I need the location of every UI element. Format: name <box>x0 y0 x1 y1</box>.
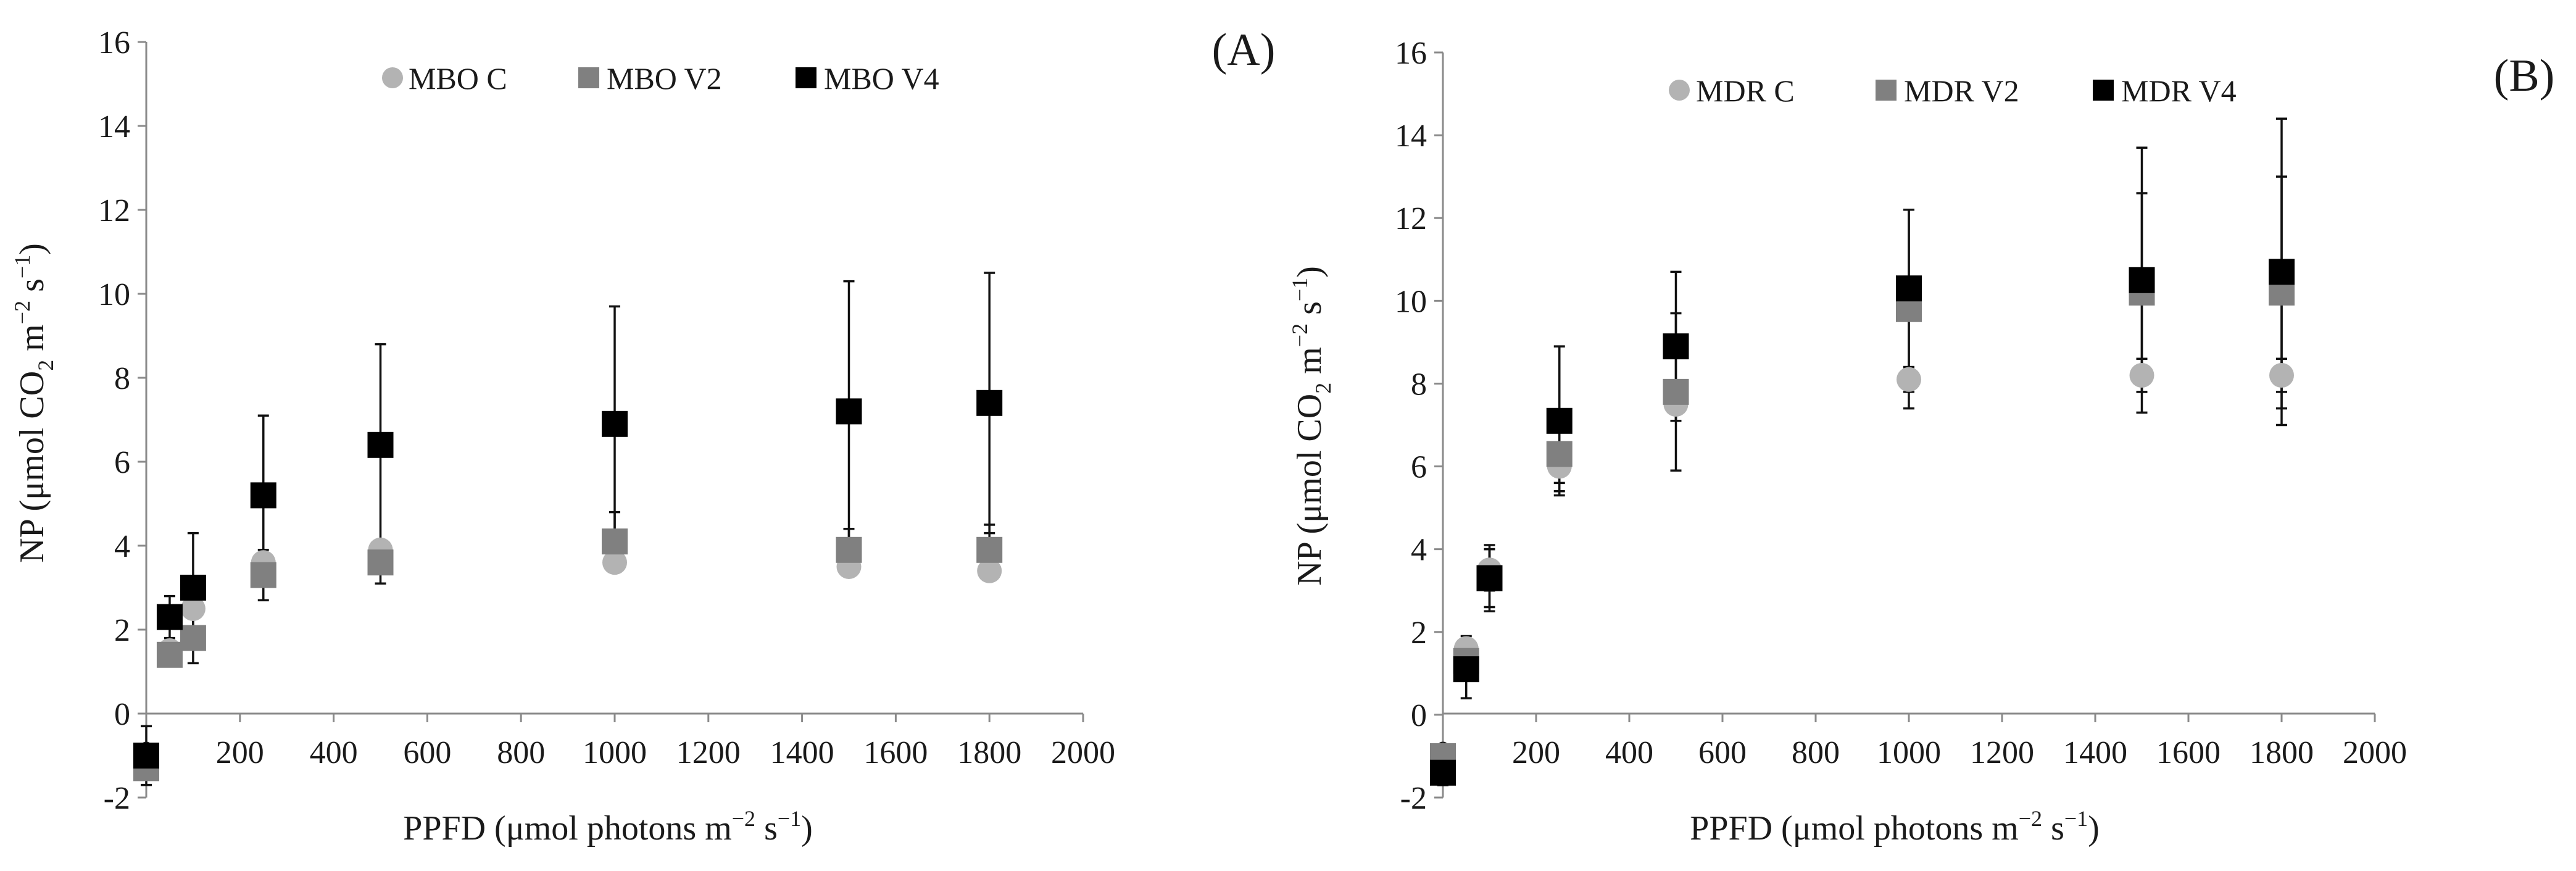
x-tick-label: 200 <box>216 735 264 770</box>
x-tick-label: 1000 <box>1877 735 1941 770</box>
legend-marker-a2 <box>796 67 816 88</box>
data-point <box>367 431 394 458</box>
legend-label-a0: MBO C <box>409 61 507 96</box>
x-tick-label: 400 <box>310 735 358 770</box>
y-tick-label: 0 <box>1411 698 1427 733</box>
y-tick-label: 16 <box>98 25 130 60</box>
y-tick-label: 12 <box>1395 201 1427 236</box>
x-tick-label: 1400 <box>770 735 834 770</box>
data-point <box>1663 333 1689 360</box>
x-tick-label: 800 <box>1792 735 1840 770</box>
legend-label-b0: MDR C <box>1696 73 1795 108</box>
panel-b-label: (B) <box>2494 51 2555 101</box>
panel-a-label: (A) <box>1212 25 1276 75</box>
x-tick-label: 1600 <box>863 735 928 770</box>
legend-marker-a1 <box>578 67 599 88</box>
panel-a-legend: MBO C MBO V2 MBO V4 <box>382 61 939 96</box>
y-tick-label: 14 <box>98 109 130 144</box>
x-tick-label: 2000 <box>1051 735 1115 770</box>
x-tick-label: 1600 <box>2156 735 2221 770</box>
data-point <box>1546 441 1573 467</box>
y-tick-label: 14 <box>1395 119 1427 154</box>
data-point <box>976 536 1003 563</box>
data-point <box>1430 759 1456 786</box>
panel-a-y-axis-label: NP (μmol CO2 m−2 s−1) <box>10 243 58 563</box>
y-tick-label: 4 <box>114 529 130 564</box>
y-tick-label: 6 <box>1411 450 1427 485</box>
x-tick-label: 400 <box>1605 735 1653 770</box>
data-point <box>1897 367 1921 392</box>
x-tick-label: 1800 <box>2250 735 2314 770</box>
data-point <box>602 410 628 437</box>
x-tick-label: 800 <box>497 735 545 770</box>
y-tick-label: 8 <box>1411 367 1427 402</box>
data-point <box>1453 656 1479 683</box>
panel-a: -202468101214160200400600800100012001400… <box>10 25 1275 848</box>
legend-label-b1: MDR V2 <box>1904 73 2019 108</box>
y-tick-label: 2 <box>114 613 130 648</box>
y-tick-label: 10 <box>98 277 130 312</box>
data-point <box>602 528 628 555</box>
panel-b: -202468101214160200400600800100012001400… <box>1287 36 2554 848</box>
x-tick-label: 1800 <box>957 735 1021 770</box>
legend-marker-b0 <box>1669 80 1690 101</box>
data-point <box>180 575 206 601</box>
data-point <box>602 550 627 575</box>
data-point <box>836 398 862 425</box>
legend-label-a1: MBO V2 <box>607 61 722 96</box>
panel-b-plot-marks: -202468101214160200400600800100012001400… <box>1395 36 2407 816</box>
legend-marker-b2 <box>2093 80 2114 101</box>
y-tick-label: 12 <box>98 193 130 228</box>
x-tick-label: 1200 <box>1970 735 2034 770</box>
panel-a-plot-marks: -202468101214160200400600800100012001400… <box>98 25 1115 816</box>
y-tick-label: 2 <box>1411 615 1427 651</box>
data-point <box>180 625 206 651</box>
y-tick-label: 0 <box>114 697 130 732</box>
data-point <box>1546 407 1573 434</box>
x-tick-label: 200 <box>1512 735 1560 770</box>
data-point <box>1663 378 1689 405</box>
legend-marker-b1 <box>1876 80 1897 101</box>
data-point <box>250 562 276 588</box>
data-point <box>2129 267 2155 293</box>
data-point <box>2269 259 2295 285</box>
data-point <box>133 743 159 769</box>
x-tick-label: 600 <box>403 735 451 770</box>
y-tick-label: 4 <box>1411 533 1427 568</box>
legend-label-a2: MBO V4 <box>824 61 939 96</box>
data-point <box>156 641 183 668</box>
y-tick-label: 6 <box>114 445 130 480</box>
data-point <box>977 558 1002 583</box>
legend-label-b2: MDR V4 <box>2121 73 2237 108</box>
data-point <box>367 549 394 576</box>
data-point <box>1476 565 1503 591</box>
y-tick-label: -2 <box>104 781 130 816</box>
data-point <box>836 536 862 563</box>
x-tick-label: 600 <box>1698 735 1747 770</box>
panel-b-legend: MDR C MDR V2 MDR V4 <box>1669 73 2237 108</box>
data-point <box>180 596 206 621</box>
data-point <box>1896 275 1922 302</box>
y-tick-label: -2 <box>1400 781 1427 816</box>
x-tick-label: 1000 <box>583 735 647 770</box>
x-tick-label: 1200 <box>676 735 741 770</box>
panel-a-x-axis-label: PPFD (μmol photons m−2 s−1) <box>403 806 813 848</box>
data-point <box>156 604 183 630</box>
panel-b-x-axis-label: PPFD (μmol photons m−2 s−1) <box>1690 806 2100 848</box>
y-tick-label: 8 <box>114 361 130 396</box>
data-point <box>2269 363 2294 388</box>
y-tick-label: 16 <box>1395 36 1427 71</box>
data-point <box>976 390 1003 416</box>
x-tick-label: 1400 <box>2063 735 2127 770</box>
panel-b-y-axis-label: NP (μmol CO2 m−2 s−1) <box>1287 266 1336 586</box>
data-point <box>2129 363 2154 388</box>
y-tick-label: 10 <box>1395 284 1427 319</box>
data-point <box>250 482 276 509</box>
legend-marker-a0 <box>382 67 403 88</box>
x-tick-label: 2000 <box>2343 735 2407 770</box>
